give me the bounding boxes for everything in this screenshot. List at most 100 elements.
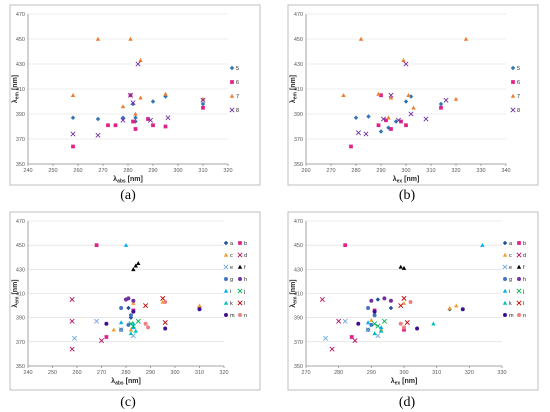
x-axis-label: λabs [nm]	[111, 377, 141, 387]
data-point-7	[376, 91, 381, 96]
legend-label-l: l	[523, 301, 524, 307]
data-point-6	[133, 127, 138, 131]
data-point-g	[128, 313, 133, 318]
legend-marker-e	[223, 264, 229, 270]
data-point-f	[136, 261, 141, 266]
x-tick-label: 300	[173, 168, 182, 174]
x-tick-label: 260	[73, 168, 82, 174]
y-tick-label: 430	[294, 62, 303, 68]
y-tick-label: 450	[294, 243, 303, 249]
legend-marker-8	[510, 107, 516, 113]
data-point-d	[69, 318, 75, 324]
x-axis-label: λex [nm]	[391, 377, 418, 387]
data-point-a	[388, 305, 394, 311]
data-point-8	[408, 111, 414, 117]
x-tick-label: 320	[451, 168, 460, 174]
legend-label-5: 5	[236, 66, 239, 72]
data-point-8	[135, 61, 141, 67]
legend-marker-n	[517, 313, 521, 317]
data-point-j	[135, 318, 141, 324]
data-point-6	[399, 119, 403, 124]
y-tick-label: 410	[294, 292, 303, 298]
legend-marker-c	[502, 252, 508, 257]
data-point-l	[404, 319, 410, 326]
y-tick-label: 410	[294, 87, 303, 93]
data-point-d	[336, 318, 342, 324]
x-tick-label: 310	[426, 168, 435, 174]
data-point-h	[382, 296, 387, 301]
legend-label-k: k	[509, 301, 512, 307]
data-point-b	[94, 243, 99, 248]
y-tick-label: 410	[16, 292, 25, 298]
y-tick-label: 430	[16, 62, 25, 68]
legend-label-k: k	[230, 301, 233, 307]
x-axis-label: λabs [nm]	[113, 175, 143, 185]
data-point-k	[372, 331, 377, 336]
data-point-8	[147, 117, 154, 123]
data-point-6	[384, 118, 388, 123]
data-point-6	[113, 123, 118, 128]
data-point-5	[438, 101, 444, 107]
data-point-f	[131, 267, 136, 272]
y-tick-label: 410	[16, 87, 25, 93]
legend-label-j: j	[522, 289, 524, 295]
legend-marker-n	[238, 313, 242, 317]
data-point-5	[393, 119, 399, 124]
y-tick-label: 350	[294, 162, 303, 168]
x-tick-label: 280	[334, 370, 343, 376]
panel-border	[287, 4, 539, 186]
y-tick-label: 430	[294, 267, 303, 273]
x-tick-label: 290	[367, 370, 376, 376]
x-tick-label: 330	[476, 168, 485, 174]
data-point-7	[386, 115, 391, 120]
y-tick-label: 470	[16, 12, 25, 18]
x-tick-label: 280	[351, 168, 360, 174]
legend-label-6: 6	[517, 80, 520, 86]
data-point-g	[119, 306, 124, 310]
data-point-e	[342, 318, 348, 324]
legend-marker-5	[510, 65, 516, 71]
data-point-c	[454, 303, 459, 308]
x-tick-label: 260	[72, 370, 81, 376]
data-point-j	[381, 318, 387, 324]
data-point-i	[365, 320, 371, 325]
data-point-d	[98, 338, 105, 344]
y-axis-label: λem [nm]	[11, 279, 21, 307]
panel-c: 350 370 390 410 430 450 470 240 250 260 270 280 290 3…	[9, 211, 261, 391]
legend-marker-h	[517, 277, 521, 281]
y-tick-label: 390	[16, 316, 25, 322]
x-tick-label: 290	[376, 168, 385, 174]
legend-marker-i	[502, 288, 508, 293]
y-axis-label: λem [nm]	[289, 75, 299, 103]
y-tick-label: 450	[294, 37, 303, 43]
data-point-j	[372, 321, 378, 327]
data-point-d	[69, 346, 75, 352]
data-point-7	[70, 93, 76, 98]
data-point-7	[388, 95, 394, 100]
data-point-m	[356, 321, 361, 326]
y-tick-label: 370	[294, 340, 303, 346]
legend-marker-7	[510, 93, 516, 98]
x-tick-label: 240	[23, 370, 32, 376]
panel-d: 350 370 390 410 430 450 470 270 280 290 300 310 320 3…	[287, 211, 539, 391]
x-tick-label: 320	[465, 370, 474, 376]
data-point-6	[163, 124, 168, 129]
data-point-5	[353, 115, 359, 120]
legend-label-c: c	[509, 253, 512, 259]
legend-marker-i	[223, 288, 229, 293]
data-point-h	[369, 298, 374, 303]
data-point-n	[163, 299, 168, 304]
x-tick-label: 320	[223, 168, 232, 174]
legend-marker-6	[511, 80, 515, 84]
data-point-e	[118, 327, 124, 333]
data-point-g	[369, 322, 374, 327]
data-point-m	[372, 309, 377, 314]
data-point-n	[398, 321, 403, 326]
data-point-f	[398, 264, 403, 269]
legend-marker-e	[502, 264, 508, 270]
y-tick-label: 470	[294, 219, 303, 225]
data-point-k	[431, 321, 436, 326]
legend-label-f: f	[244, 265, 246, 271]
data-point-e	[365, 327, 371, 333]
